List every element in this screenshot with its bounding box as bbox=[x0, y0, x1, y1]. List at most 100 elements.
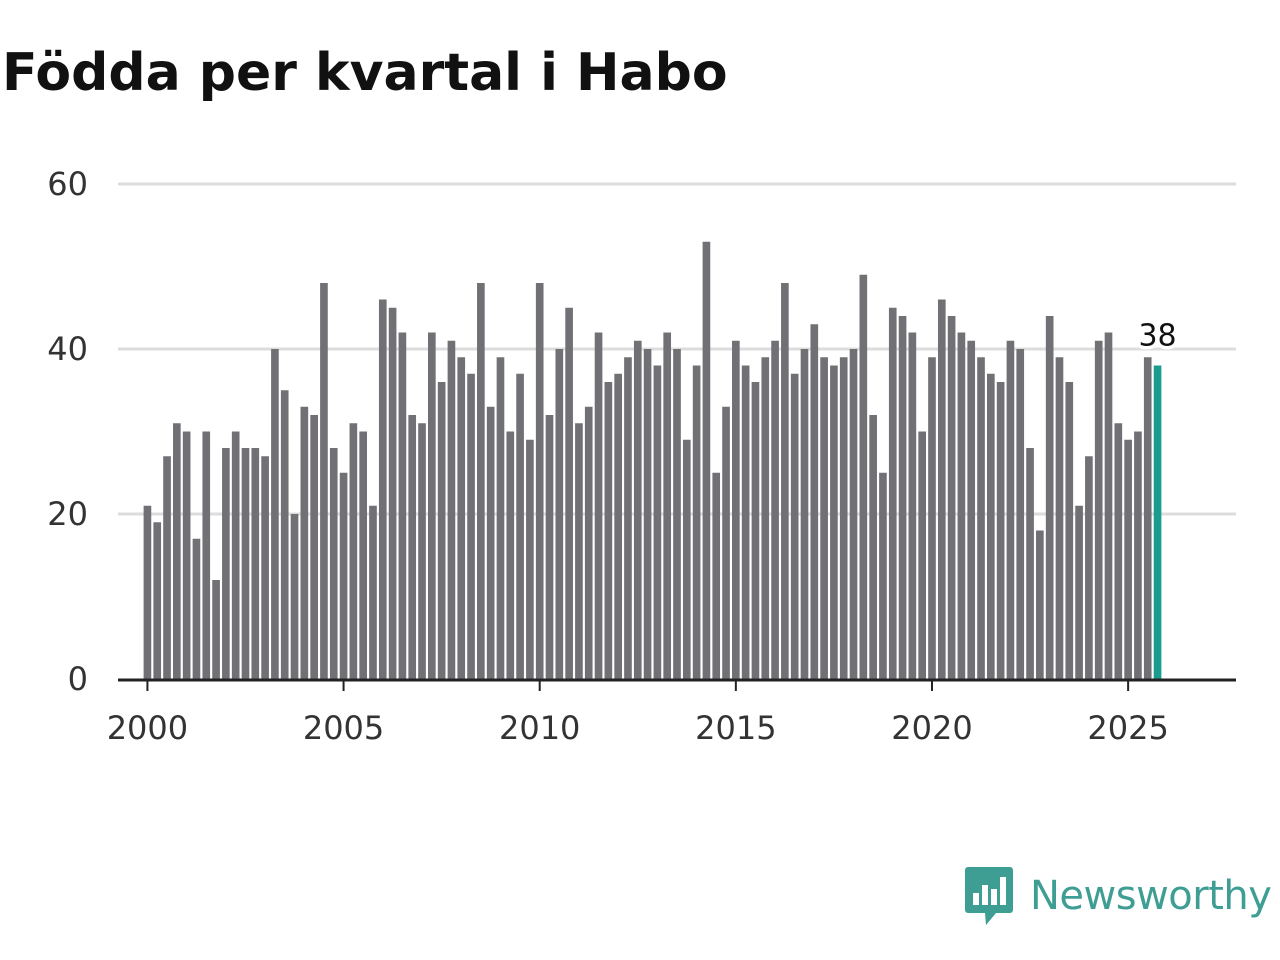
bar bbox=[486, 406, 495, 679]
bar bbox=[977, 357, 985, 679]
bar bbox=[320, 283, 328, 679]
bar bbox=[1055, 357, 1064, 679]
bar bbox=[692, 365, 701, 679]
bar bbox=[839, 357, 848, 679]
bar bbox=[1016, 349, 1025, 679]
bar bbox=[467, 373, 475, 679]
bar bbox=[192, 538, 201, 679]
bar bbox=[643, 349, 652, 679]
bar bbox=[1036, 530, 1044, 679]
bar bbox=[761, 357, 770, 679]
bar bbox=[1006, 340, 1015, 679]
bar bbox=[908, 332, 917, 679]
bar bbox=[682, 439, 691, 679]
bar bbox=[1065, 382, 1074, 679]
bar bbox=[182, 431, 191, 679]
bar bbox=[310, 415, 318, 679]
bar bbox=[888, 307, 897, 679]
bar-highlight bbox=[1153, 365, 1162, 679]
bar bbox=[378, 299, 387, 679]
bar bbox=[1094, 340, 1103, 679]
bar bbox=[163, 456, 171, 679]
bar bbox=[967, 340, 976, 679]
bar bbox=[526, 439, 534, 679]
bar bbox=[143, 505, 152, 679]
bar bbox=[732, 340, 740, 679]
bar bbox=[1104, 332, 1113, 679]
bar bbox=[280, 390, 289, 679]
bar bbox=[1134, 431, 1142, 679]
bar bbox=[173, 423, 181, 679]
bar bbox=[790, 373, 799, 679]
y-tick-label-60: 60 bbox=[47, 165, 88, 203]
bar bbox=[1075, 505, 1083, 679]
bar bbox=[849, 349, 858, 679]
bar bbox=[271, 349, 279, 679]
data-labels: 38 bbox=[1135, 315, 1180, 357]
x-tick-label-2000: 2000 bbox=[107, 709, 188, 747]
y-tick-label-20: 20 bbox=[47, 495, 88, 533]
bar bbox=[869, 415, 877, 679]
bar bbox=[633, 340, 642, 679]
bar bbox=[359, 431, 367, 679]
bar bbox=[339, 472, 348, 679]
bar bbox=[771, 340, 779, 679]
bar bbox=[859, 274, 868, 679]
bar bbox=[653, 365, 662, 679]
bar bbox=[535, 283, 544, 679]
bar bbox=[879, 472, 887, 679]
bar bbox=[820, 357, 828, 679]
bar bbox=[928, 357, 936, 679]
bar bbox=[1085, 456, 1093, 679]
bar bbox=[957, 332, 966, 679]
bar bbox=[477, 283, 485, 679]
bar bbox=[1124, 439, 1132, 679]
bar bbox=[673, 349, 681, 679]
y-tick-label-40: 40 bbox=[47, 330, 88, 368]
bar bbox=[663, 332, 672, 679]
bar bbox=[241, 448, 250, 679]
bars bbox=[143, 241, 1162, 679]
x-tick-label-2015: 2015 bbox=[695, 709, 776, 747]
bar bbox=[388, 307, 397, 679]
bar bbox=[251, 448, 260, 679]
bar bbox=[545, 415, 554, 679]
bar-chart: 0 20 40 60 2000 2005 2010 2015 2020 2025 38 bbox=[47, 165, 1236, 747]
bar bbox=[604, 382, 613, 679]
bar bbox=[231, 431, 240, 679]
bar bbox=[987, 373, 995, 679]
bar bbox=[947, 316, 956, 679]
bar bbox=[398, 332, 407, 679]
bar bbox=[153, 522, 162, 679]
x-tick-label-2005: 2005 bbox=[303, 709, 384, 747]
bar bbox=[1045, 316, 1054, 679]
bar bbox=[1026, 448, 1034, 679]
bar bbox=[800, 349, 809, 679]
bar bbox=[437, 382, 446, 679]
y-tick-label-0: 0 bbox=[68, 660, 88, 698]
bar bbox=[369, 505, 377, 679]
bar bbox=[1143, 357, 1152, 679]
bar bbox=[712, 472, 721, 679]
bar bbox=[202, 431, 211, 679]
bar bbox=[614, 373, 622, 679]
bar bbox=[212, 580, 220, 679]
bar bbox=[300, 406, 309, 679]
bar bbox=[565, 307, 573, 679]
bar bbox=[261, 456, 269, 679]
bar bbox=[594, 332, 603, 679]
bar bbox=[516, 373, 524, 679]
bar bbox=[575, 423, 583, 679]
bar bbox=[1114, 423, 1123, 679]
bar bbox=[457, 357, 466, 679]
bar bbox=[418, 423, 426, 679]
bar bbox=[329, 448, 338, 679]
bar bbox=[496, 357, 505, 679]
bar bbox=[996, 382, 1005, 679]
bar bbox=[918, 431, 926, 679]
bar bbox=[428, 332, 436, 679]
x-axis-ticks: 2000 2005 2010 2015 2020 2025 bbox=[107, 681, 1169, 747]
bar bbox=[584, 406, 593, 679]
bar bbox=[741, 365, 750, 679]
bar bbox=[624, 357, 632, 679]
